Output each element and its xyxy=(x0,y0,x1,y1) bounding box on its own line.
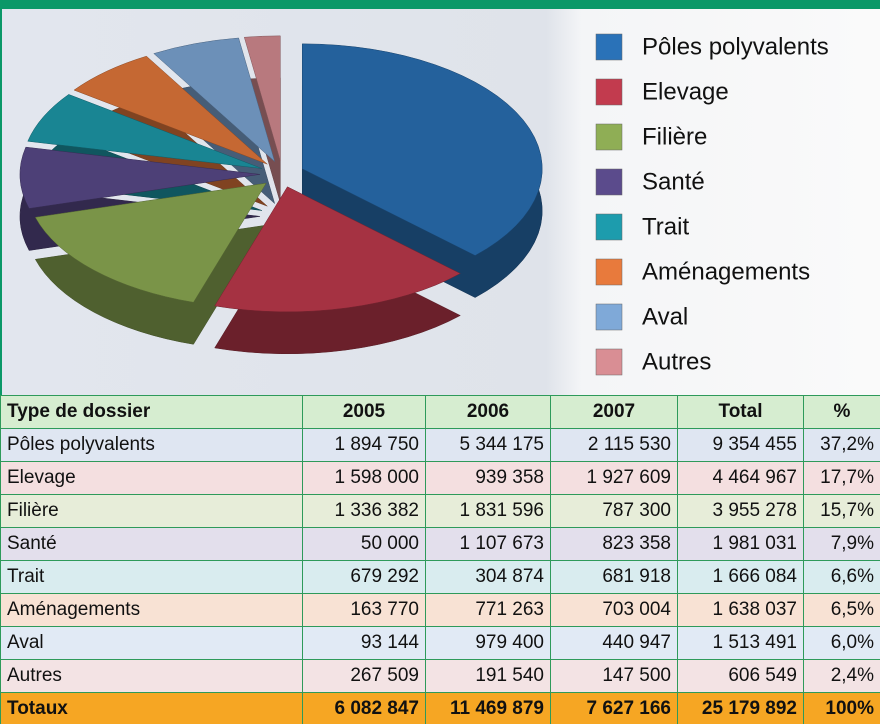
table-cell: 440 947 xyxy=(550,626,678,660)
table-cell: 267 509 xyxy=(302,659,426,693)
total-cell: 7 627 166 xyxy=(550,692,678,724)
table-cell: 6,6% xyxy=(803,560,880,594)
table-cell: 979 400 xyxy=(425,626,551,660)
total-cell: 6 082 847 xyxy=(302,692,426,724)
table-cell: 1 894 750 xyxy=(302,428,426,462)
total-cell: 100% xyxy=(803,692,880,724)
table-cell: 163 770 xyxy=(302,593,426,627)
table-cell: 1 981 031 xyxy=(677,527,804,561)
table-cell: 6,5% xyxy=(803,593,880,627)
table-cell: 2,4% xyxy=(803,659,880,693)
table-cell: 2 115 530 xyxy=(550,428,678,462)
legend-label: Elevage xyxy=(642,78,729,105)
table-cell: 5 344 175 xyxy=(425,428,551,462)
table-cell: 679 292 xyxy=(302,560,426,594)
table-cell: 681 918 xyxy=(550,560,678,594)
table-cell: 606 549 xyxy=(677,659,804,693)
table-cell: 17,7% xyxy=(803,461,880,495)
legend-swatch xyxy=(595,33,623,61)
table-cell: 703 004 xyxy=(550,593,678,627)
legend-label: Autres xyxy=(642,348,711,375)
table-cell: Elevage xyxy=(0,461,303,495)
table-cell: 4 464 967 xyxy=(677,461,804,495)
pie-slice xyxy=(301,43,543,256)
table-cell: 1 598 000 xyxy=(302,461,426,495)
table-cell: 191 540 xyxy=(425,659,551,693)
pie-slice xyxy=(214,186,461,313)
legend-swatch xyxy=(595,213,623,241)
table-cell: 1 638 037 xyxy=(677,593,804,627)
table-cell: 15,7% xyxy=(803,494,880,528)
header-cell: 2005 xyxy=(302,395,426,429)
table-cell: 9 354 455 xyxy=(677,428,804,462)
table-cell: 1 513 491 xyxy=(677,626,804,660)
legend-label: Santé xyxy=(642,168,705,195)
table-cell: 6,0% xyxy=(803,626,880,660)
total-cell: 11 469 879 xyxy=(425,692,551,724)
table-cell: 3 955 278 xyxy=(677,494,804,528)
legend-swatch xyxy=(595,123,623,151)
table-cell: 1 831 596 xyxy=(425,494,551,528)
chart: Pôles polyvalents Elevage Filière Santé Trai… xyxy=(19,33,829,376)
table-cell: 771 263 xyxy=(425,593,551,627)
table-cell: 787 300 xyxy=(550,494,678,528)
pie-slice xyxy=(27,94,263,169)
table-cell: 1 666 084 xyxy=(677,560,804,594)
header-cell: Total xyxy=(677,395,804,429)
legend-swatch xyxy=(595,168,623,196)
legend-swatch xyxy=(595,258,623,286)
header-cell: Type de dossier xyxy=(0,395,303,429)
table-cell: 1 336 382 xyxy=(302,494,426,528)
table-cell: Aménagements xyxy=(0,593,303,627)
legend-label: Pôles polyvalents xyxy=(642,33,829,60)
pie-slice xyxy=(243,35,281,161)
pie-slice xyxy=(153,37,276,163)
header-cell: 2007 xyxy=(550,395,678,429)
table-cell: Filière xyxy=(0,494,303,528)
legend-swatch xyxy=(595,348,623,376)
table-cell: Aval xyxy=(0,626,303,660)
legend-label: Aménagements xyxy=(642,258,810,285)
table-cell: 823 358 xyxy=(550,527,678,561)
pie-slice xyxy=(73,55,268,165)
pie-slice xyxy=(19,146,261,209)
table-cell: 1 107 673 xyxy=(425,527,551,561)
table-cell: 37,2% xyxy=(803,428,880,462)
legend-swatch xyxy=(595,303,623,331)
total-cell: 25 179 892 xyxy=(677,692,804,724)
total-cell: Totaux xyxy=(0,692,303,724)
table-cell: Autres xyxy=(0,659,303,693)
header-cell: 2006 xyxy=(425,395,551,429)
table-cell: 1 927 609 xyxy=(550,461,678,495)
top-bar xyxy=(0,0,880,9)
table-cell: 93 144 xyxy=(302,626,426,660)
table-cell: 147 500 xyxy=(550,659,678,693)
pie-slice xyxy=(34,182,267,303)
legend-swatch xyxy=(595,78,623,106)
table-cell: 939 358 xyxy=(425,461,551,495)
table-cell: 7,9% xyxy=(803,527,880,561)
table-cell: Trait xyxy=(0,560,303,594)
legend-label: Filière xyxy=(642,123,707,150)
table-cell: 50 000 xyxy=(302,527,426,561)
legend-label: Aval xyxy=(642,303,688,330)
table-cell: 304 874 xyxy=(425,560,551,594)
table-cell: Santé xyxy=(0,527,303,561)
table-cell: Pôles polyvalents xyxy=(0,428,303,462)
legend-label: Trait xyxy=(642,213,689,240)
header-cell: % xyxy=(803,395,880,429)
chart-area: Pôles polyvalents Elevage Filière Santé Trai… xyxy=(0,9,880,395)
